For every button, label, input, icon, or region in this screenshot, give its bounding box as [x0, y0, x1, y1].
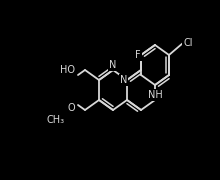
Text: Cl: Cl — [183, 38, 192, 48]
Text: F: F — [135, 50, 141, 60]
Text: CH₃: CH₃ — [47, 115, 65, 125]
Text: N: N — [109, 60, 117, 70]
Text: NH: NH — [148, 90, 162, 100]
Text: O: O — [67, 103, 75, 113]
Text: HO: HO — [60, 65, 75, 75]
Text: N: N — [120, 75, 127, 85]
